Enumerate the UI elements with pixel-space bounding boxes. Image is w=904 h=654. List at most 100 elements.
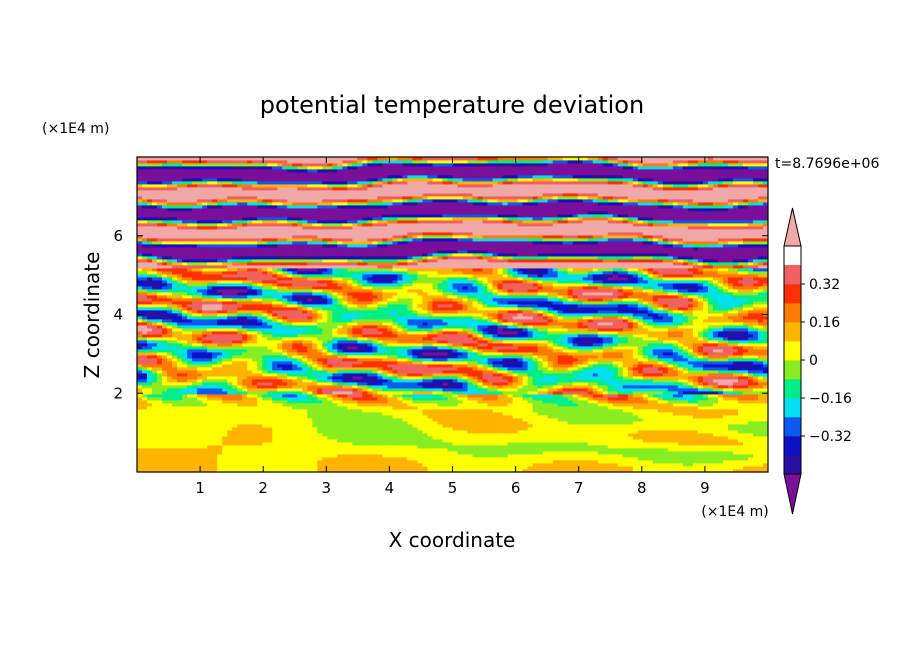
- field-cell: [222, 427, 228, 431]
- field-cell: [627, 445, 634, 449]
- field-cell: [182, 454, 188, 458]
- field-cell: [217, 421, 223, 425]
- field-cell: [302, 370, 308, 374]
- field-cell: [597, 397, 604, 401]
- field-cell: [542, 457, 549, 461]
- field-cell: [722, 442, 729, 446]
- field-cell: [457, 385, 463, 389]
- field-cell: [267, 376, 273, 380]
- field-cell: [742, 457, 749, 461]
- field-cell: [492, 361, 498, 365]
- field-cell: [227, 388, 233, 392]
- field-cell: [167, 463, 173, 467]
- field-cell: [582, 382, 589, 386]
- field-cell: [547, 415, 554, 419]
- field-cell: [372, 424, 378, 428]
- field-cell: [402, 397, 408, 401]
- field-cell: [757, 364, 764, 368]
- field-cell: [227, 403, 233, 407]
- field-cell: [357, 427, 363, 431]
- field-cell: [672, 373, 679, 377]
- field-cell: [732, 433, 739, 437]
- field-cell: [492, 397, 498, 401]
- field-cell: [432, 400, 438, 404]
- field-cell: [672, 433, 679, 437]
- field-cell: [627, 466, 634, 470]
- field-cell: [637, 361, 644, 365]
- field-cell: [482, 388, 488, 392]
- field-cell: [757, 445, 764, 449]
- field-cell: [492, 352, 498, 356]
- field-cell: [752, 415, 759, 419]
- field-cell: [547, 466, 554, 470]
- field-cell: [552, 373, 559, 377]
- field-cell: [592, 427, 599, 431]
- field-cell: [562, 445, 569, 449]
- field-cell: [722, 466, 729, 470]
- field-cell: [572, 427, 579, 431]
- field-cell: [637, 433, 644, 437]
- field-cell: [352, 352, 358, 356]
- field-cell: [687, 394, 694, 398]
- field-cell: [292, 379, 298, 383]
- field-cell: [422, 412, 428, 416]
- field-cell: [292, 397, 298, 401]
- field-cell: [407, 403, 413, 407]
- field-cell: [137, 406, 143, 410]
- field-cell: [577, 448, 584, 452]
- field-cell: [507, 388, 513, 392]
- field-cell: [272, 358, 278, 362]
- field-cell: [162, 445, 168, 449]
- field-cell: [517, 409, 524, 413]
- field-cell: [487, 364, 493, 368]
- field-cell: [267, 451, 273, 455]
- field-cell: [477, 454, 483, 458]
- field-cell: [332, 379, 338, 383]
- field-cell: [432, 433, 438, 437]
- field-cell: [502, 397, 508, 401]
- field-cell: [252, 358, 258, 362]
- field-cell: [682, 448, 689, 452]
- field-cell: [557, 361, 564, 365]
- field-cell: [597, 436, 604, 440]
- field-cell: [347, 397, 353, 401]
- field-cell: [582, 448, 589, 452]
- field-cell: [502, 358, 508, 362]
- field-cell: [557, 430, 564, 434]
- field-cell: [427, 418, 433, 422]
- field-cell: [217, 439, 223, 443]
- field-cell: [697, 397, 704, 401]
- field-cell: [452, 415, 458, 419]
- field-cell: [642, 406, 649, 410]
- field-cell: [142, 406, 148, 410]
- field-cell: [217, 379, 223, 383]
- field-cell: [252, 457, 258, 461]
- field-cell: [197, 406, 203, 410]
- field-cell: [572, 442, 579, 446]
- field-cell: [377, 364, 383, 368]
- field-cell: [227, 436, 233, 440]
- field-cell: [292, 415, 298, 419]
- field-cell: [642, 430, 649, 434]
- field-cell: [577, 454, 584, 458]
- field-cell: [332, 400, 338, 404]
- field-cell: [677, 412, 684, 416]
- field-cell: [162, 364, 168, 368]
- field-cell: [387, 400, 393, 404]
- field-cell: [607, 460, 614, 464]
- field-cell: [752, 391, 759, 395]
- field-cell: [377, 412, 383, 416]
- field-cell: [637, 412, 644, 416]
- field-cell: [532, 457, 539, 461]
- field-cell: [342, 469, 348, 472]
- field-cell: [502, 400, 508, 404]
- field-cell: [757, 457, 764, 461]
- field-cell: [337, 409, 343, 413]
- field-cell: [757, 460, 764, 464]
- field-cell: [572, 418, 579, 422]
- field-cell: [542, 400, 549, 404]
- field-cell: [462, 469, 468, 472]
- field-cell: [457, 430, 463, 434]
- field-cell: [472, 466, 478, 470]
- field-cell: [612, 373, 619, 377]
